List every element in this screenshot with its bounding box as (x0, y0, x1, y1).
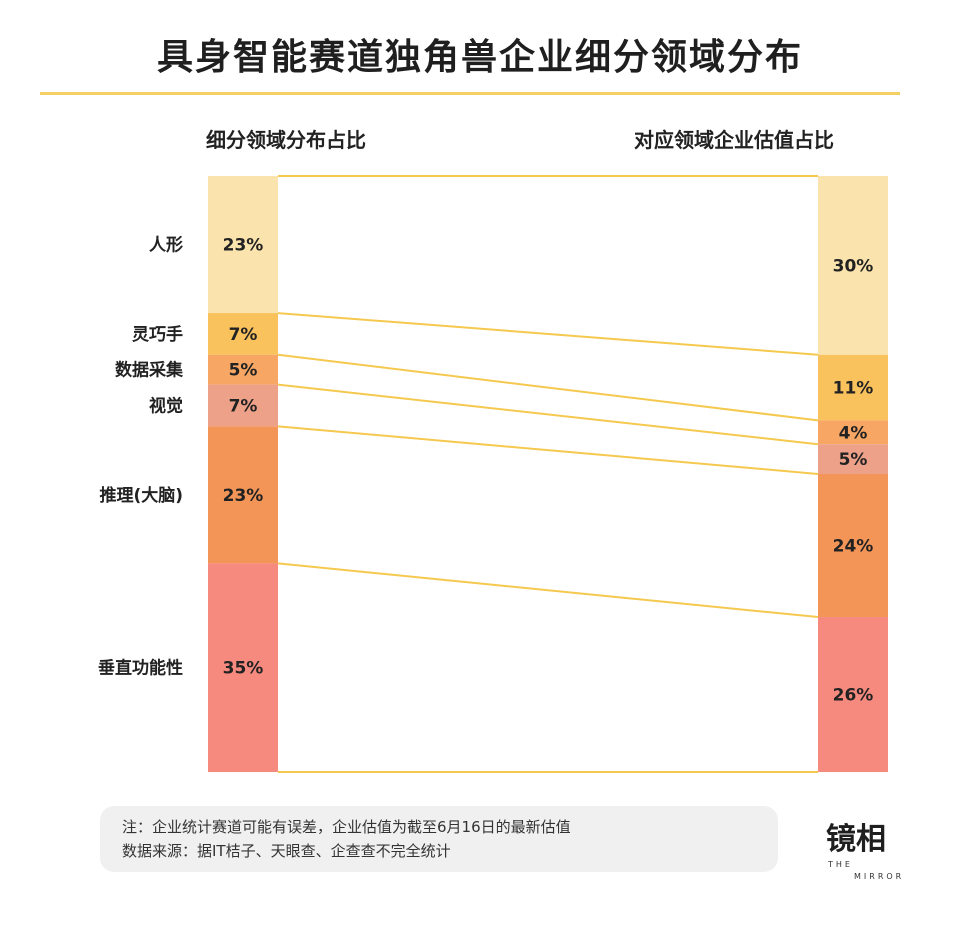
connector-line (277, 562, 819, 619)
category-label: 推理(大脑) (99, 485, 183, 506)
connector-line (277, 383, 819, 446)
logo-sub-the: THE (828, 860, 853, 869)
right-value-label: 24% (833, 537, 874, 557)
title-divider (40, 92, 900, 95)
connector-line (277, 353, 819, 422)
note-line-2: 数据来源：据IT桔子、天眼查、企查查不完全统计 (122, 842, 451, 860)
left-bar-segment (208, 563, 278, 772)
connector-line (277, 425, 819, 475)
category-label: 人形 (149, 235, 183, 256)
logo-sub-mirror: MIRROR (854, 872, 905, 881)
left-value-label: 7% (229, 325, 258, 345)
right-value-label: 5% (839, 450, 868, 470)
left-bar-segment (208, 384, 278, 427)
page-title: 具身智能赛道独角兽企业细分领域分布 (156, 37, 803, 78)
right-value-label: 11% (833, 379, 874, 399)
logo-main-text: 镜相 (826, 822, 886, 857)
category-label: 视觉 (149, 395, 183, 416)
category-label: 垂直功能性 (98, 658, 183, 679)
left-bar-segment (208, 313, 278, 355)
brand-logo: 镜相 THE MIRROR (826, 814, 916, 894)
right-value-label: 30% (833, 256, 874, 276)
right-bar-segment (818, 444, 888, 474)
right-bar-segment (818, 420, 888, 445)
left-value-label: 5% (229, 361, 258, 381)
left-value-label: 7% (229, 396, 258, 416)
connector-line (277, 312, 819, 356)
note-line-1: 注：企业统计赛道可能有误差，企业估值为截至6月16日的最新估值 (122, 818, 571, 836)
category-label: 灵巧手 (132, 324, 183, 345)
stacked-comparison-chart: 人形 23% 30% 灵巧手 7% 11% 数据采集 5% 4% 视觉 7% 5% 推理(大脑) 23% 2… (98, 175, 888, 773)
right-value-label: 26% (833, 686, 874, 706)
category-label: 数据采集 (115, 360, 184, 381)
right-bar-segment (818, 474, 888, 618)
left-column-header: 细分领域分布占比 (206, 128, 366, 152)
left-bar-segment (208, 426, 278, 564)
right-bar-segment (818, 617, 888, 772)
right-bar-segment (818, 176, 888, 355)
left-value-label: 23% (223, 486, 264, 506)
right-bar-segment (818, 354, 888, 421)
left-value-label: 35% (223, 659, 264, 679)
left-bar-segment (208, 354, 278, 385)
note-box: 注：企业统计赛道可能有误差，企业估值为截至6月16日的最新估值 数据来源：据IT… (100, 806, 778, 872)
right-value-label: 4% (839, 423, 868, 443)
right-column-header: 对应领域企业估值占比 (634, 128, 834, 152)
left-value-label: 23% (223, 236, 264, 256)
left-bar-segment (208, 176, 278, 314)
